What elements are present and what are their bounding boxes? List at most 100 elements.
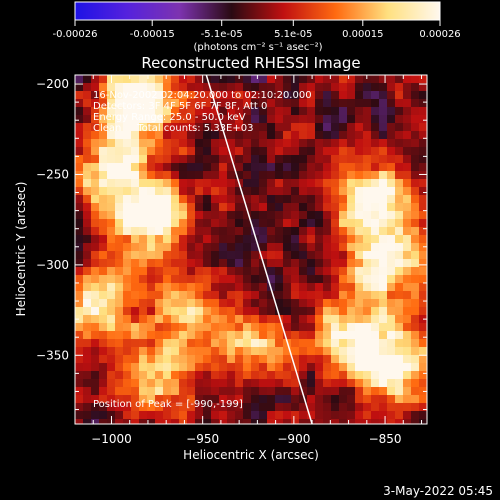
- heatmap-cell: [219, 155, 228, 164]
- heatmap-cell: [107, 195, 116, 204]
- heatmap-cell: [267, 323, 276, 332]
- heatmap-cell: [323, 83, 332, 92]
- heatmap-cell: [171, 363, 180, 372]
- heatmap-cell: [235, 275, 244, 284]
- heatmap-cell: [155, 395, 164, 404]
- heatmap-cell: [179, 195, 188, 204]
- heatmap-cell: [139, 419, 148, 424]
- heatmap-cell: [275, 387, 284, 396]
- heatmap-cell: [171, 227, 180, 236]
- heatmap-cell: [363, 243, 372, 252]
- heatmap-cell: [99, 315, 108, 324]
- heatmap-cell: [171, 275, 180, 284]
- heatmap-cell: [307, 347, 316, 356]
- colorbar-tick-label: 0.00026: [419, 29, 460, 40]
- heatmap-cell: [387, 235, 396, 244]
- heatmap-cell: [211, 107, 220, 116]
- heatmap-cell: [131, 371, 140, 380]
- heatmap-cell: [211, 299, 220, 308]
- heatmap-cell: [171, 419, 180, 424]
- heatmap-cell: [219, 187, 228, 196]
- heatmap-cell: [307, 235, 316, 244]
- heatmap-cell: [115, 315, 124, 324]
- plot-frame: [74, 74, 428, 425]
- heatmap-cell: [91, 171, 100, 180]
- heatmap-cell: [75, 139, 84, 148]
- heatmap-cell: [243, 123, 252, 132]
- heatmap-cell: [163, 107, 172, 116]
- heatmap-cell: [307, 387, 316, 396]
- heatmap-cell: [323, 251, 332, 260]
- heatmap-cell: [155, 131, 164, 140]
- heatmap-cell: [131, 99, 140, 108]
- heatmap-cell: [299, 283, 308, 292]
- heatmap-cell: [315, 411, 324, 420]
- heatmap-cell: [147, 75, 156, 84]
- heatmap-cell: [179, 307, 188, 316]
- heatmap-cell: [251, 387, 260, 396]
- heatmap-cell: [419, 275, 427, 284]
- heatmap-cell: [267, 147, 276, 156]
- heatmap-cell: [331, 339, 340, 348]
- heatmap-cell: [267, 235, 276, 244]
- heatmap-cell: [275, 171, 284, 180]
- heatmap-cell: [123, 355, 132, 364]
- heatmap-cell: [251, 123, 260, 132]
- heatmap-cell: [243, 267, 252, 276]
- heatmap-cell: [123, 195, 132, 204]
- heatmap-cell: [171, 403, 180, 412]
- heatmap-cell: [131, 171, 140, 180]
- heatmap-cell: [331, 115, 340, 124]
- heatmap-cell: [243, 275, 252, 284]
- heatmap-cell: [379, 283, 388, 292]
- heatmap-cell: [259, 395, 268, 404]
- heatmap-cell: [403, 203, 412, 212]
- heatmap-cell: [379, 235, 388, 244]
- heatmap-cell: [83, 419, 92, 424]
- heatmap-cell: [123, 91, 132, 100]
- heatmap-cell: [283, 251, 292, 260]
- heatmap-cell: [163, 203, 172, 212]
- heatmap-cell: [259, 403, 268, 412]
- heatmap-cell: [155, 83, 164, 92]
- heatmap-cell: [163, 307, 172, 316]
- heatmap-cell: [147, 131, 156, 140]
- heatmap-cell: [147, 355, 156, 364]
- heatmap-cell: [243, 227, 252, 236]
- heatmap-cell: [347, 123, 356, 132]
- heatmap-cell: [355, 155, 364, 164]
- heatmap-cell: [411, 379, 420, 388]
- heatmap-cell: [299, 139, 308, 148]
- heatmap-cell: [379, 371, 388, 380]
- heatmap-cell: [83, 227, 92, 236]
- heatmap-cell: [179, 107, 188, 116]
- heatmap-cell: [75, 123, 84, 132]
- heatmap-cell: [283, 315, 292, 324]
- heatmap-cell: [323, 347, 332, 356]
- heatmap-cell: [331, 107, 340, 116]
- heatmap-cell: [363, 259, 372, 268]
- heatmap-cell: [307, 251, 316, 260]
- heatmap-cell: [195, 275, 204, 284]
- heatmap-cell: [219, 107, 228, 116]
- heatmap-cell: [283, 387, 292, 396]
- heatmap-cell: [99, 235, 108, 244]
- heatmap-cell: [147, 235, 156, 244]
- heatmap-cell: [91, 307, 100, 316]
- heatmap-cell: [131, 299, 140, 308]
- heatmap-cell: [267, 187, 276, 196]
- heatmap-cell: [139, 355, 148, 364]
- heatmap-cell: [299, 163, 308, 172]
- heatmap-cell: [347, 195, 356, 204]
- heatmap-cell: [235, 347, 244, 356]
- heatmap-cell: [379, 195, 388, 204]
- heatmap-cell: [115, 355, 124, 364]
- heatmap-cell: [203, 355, 212, 364]
- heatmap-cell: [379, 139, 388, 148]
- heatmap-cell: [179, 147, 188, 156]
- heatmap-cell: [243, 387, 252, 396]
- heatmap-cell: [131, 323, 140, 332]
- heatmap-cell: [163, 91, 172, 100]
- heatmap-cell: [395, 115, 404, 124]
- heatmap-cell: [275, 299, 284, 308]
